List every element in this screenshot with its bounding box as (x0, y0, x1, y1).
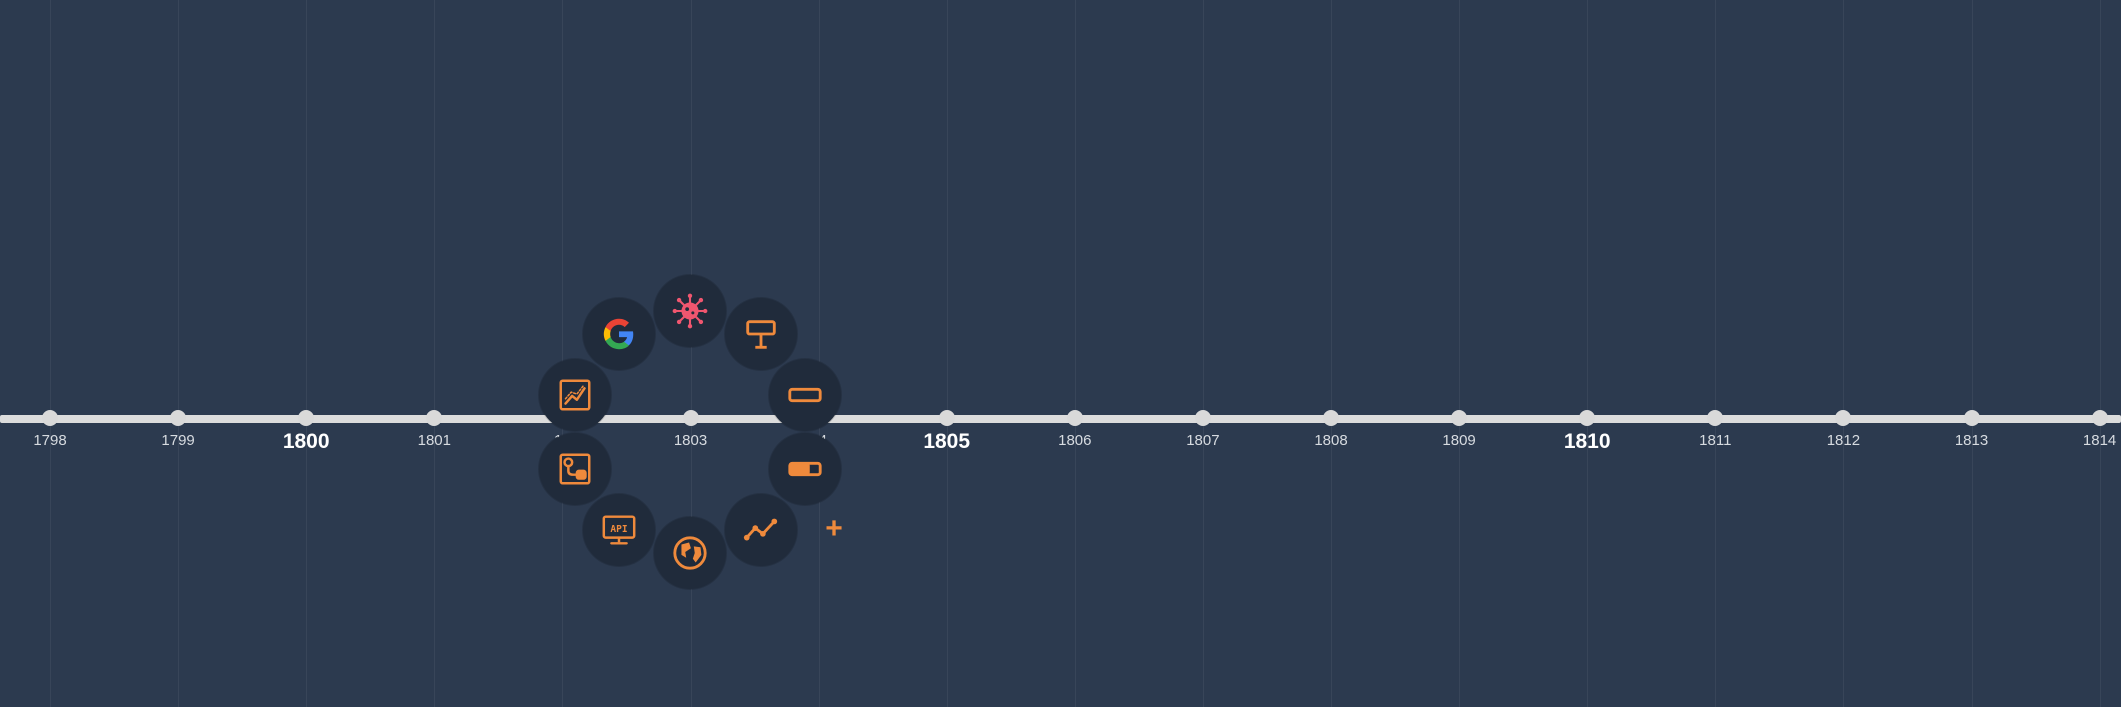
year-label: 1808 (1314, 432, 1348, 449)
grid-line (1202, 0, 1204, 707)
year-label: 1810 (1563, 430, 1611, 453)
line-chart-icon (556, 376, 594, 414)
toggle-icon (786, 450, 824, 488)
text-field-button[interactable] (769, 358, 842, 431)
globe-button[interactable] (654, 517, 726, 589)
svg-text:API: API (610, 524, 627, 535)
globe-icon (671, 534, 709, 572)
year-tick[interactable] (1323, 410, 1339, 426)
grid-line (1331, 0, 1332, 707)
year-label: 1805 (923, 430, 971, 453)
year-tick[interactable] (298, 410, 315, 426)
year-tick[interactable] (1579, 410, 1596, 426)
year-tick[interactable] (938, 410, 955, 426)
toggle-button[interactable] (769, 433, 842, 506)
grid-line (818, 0, 820, 707)
google-button[interactable] (582, 298, 655, 371)
grid-line (1459, 0, 1461, 707)
year-tick[interactable] (1451, 410, 1468, 426)
year-tick[interactable] (170, 410, 187, 426)
timeline-axis (0, 415, 2121, 423)
grid-line (306, 0, 308, 707)
year-tick[interactable] (1194, 410, 1211, 426)
map-route-icon (556, 450, 594, 488)
year-tick[interactable] (42, 410, 58, 426)
year-label: 1807 (1186, 432, 1220, 449)
line-chart-button[interactable] (538, 358, 611, 431)
map-route-button[interactable] (538, 433, 611, 506)
year-label: 1800 (282, 430, 330, 453)
signpost-button[interactable] (725, 298, 798, 371)
grid-line (1715, 0, 1717, 707)
api-monitor-button[interactable]: API (582, 493, 655, 566)
add-button[interactable]: + (825, 512, 843, 545)
grid-line (690, 0, 692, 707)
trend-line-button[interactable] (725, 493, 798, 566)
year-label: 1814 (2082, 432, 2117, 449)
year-label: 1801 (417, 432, 451, 449)
grid-line (1587, 0, 1589, 707)
year-tick[interactable] (2091, 410, 2108, 426)
grid-line (946, 0, 948, 707)
year-tick[interactable] (426, 410, 443, 426)
grid-line (1843, 0, 1845, 707)
year-label: 1798 (33, 432, 67, 449)
year-tick[interactable] (1963, 410, 1980, 426)
grid-line (50, 0, 51, 707)
virus-button[interactable] (654, 275, 726, 347)
text-field-icon (786, 376, 824, 414)
google-icon (600, 315, 638, 353)
year-label: 1809 (1442, 432, 1476, 449)
year-tick[interactable] (1835, 410, 1852, 426)
grid-line (2099, 0, 2101, 707)
year-label: 1799 (161, 432, 195, 449)
year-tick[interactable] (1707, 410, 1724, 426)
grid-line (178, 0, 180, 707)
grid-line (562, 0, 564, 707)
year-label: 1803 (673, 432, 708, 449)
grid-line (1074, 0, 1076, 707)
api-monitor-icon: API (600, 511, 638, 549)
grid-line (1971, 0, 1973, 707)
year-label: 1806 (1058, 432, 1092, 449)
year-tick[interactable] (1066, 410, 1083, 426)
grid-line (434, 0, 436, 707)
year-label: 1813 (1954, 432, 1989, 449)
trend-line-icon (742, 511, 780, 549)
year-tick[interactable] (682, 410, 699, 426)
signpost-icon (742, 315, 780, 353)
year-label: 1811 (1699, 432, 1732, 449)
year-label: 1812 (1826, 432, 1861, 449)
virus-icon (671, 292, 709, 330)
